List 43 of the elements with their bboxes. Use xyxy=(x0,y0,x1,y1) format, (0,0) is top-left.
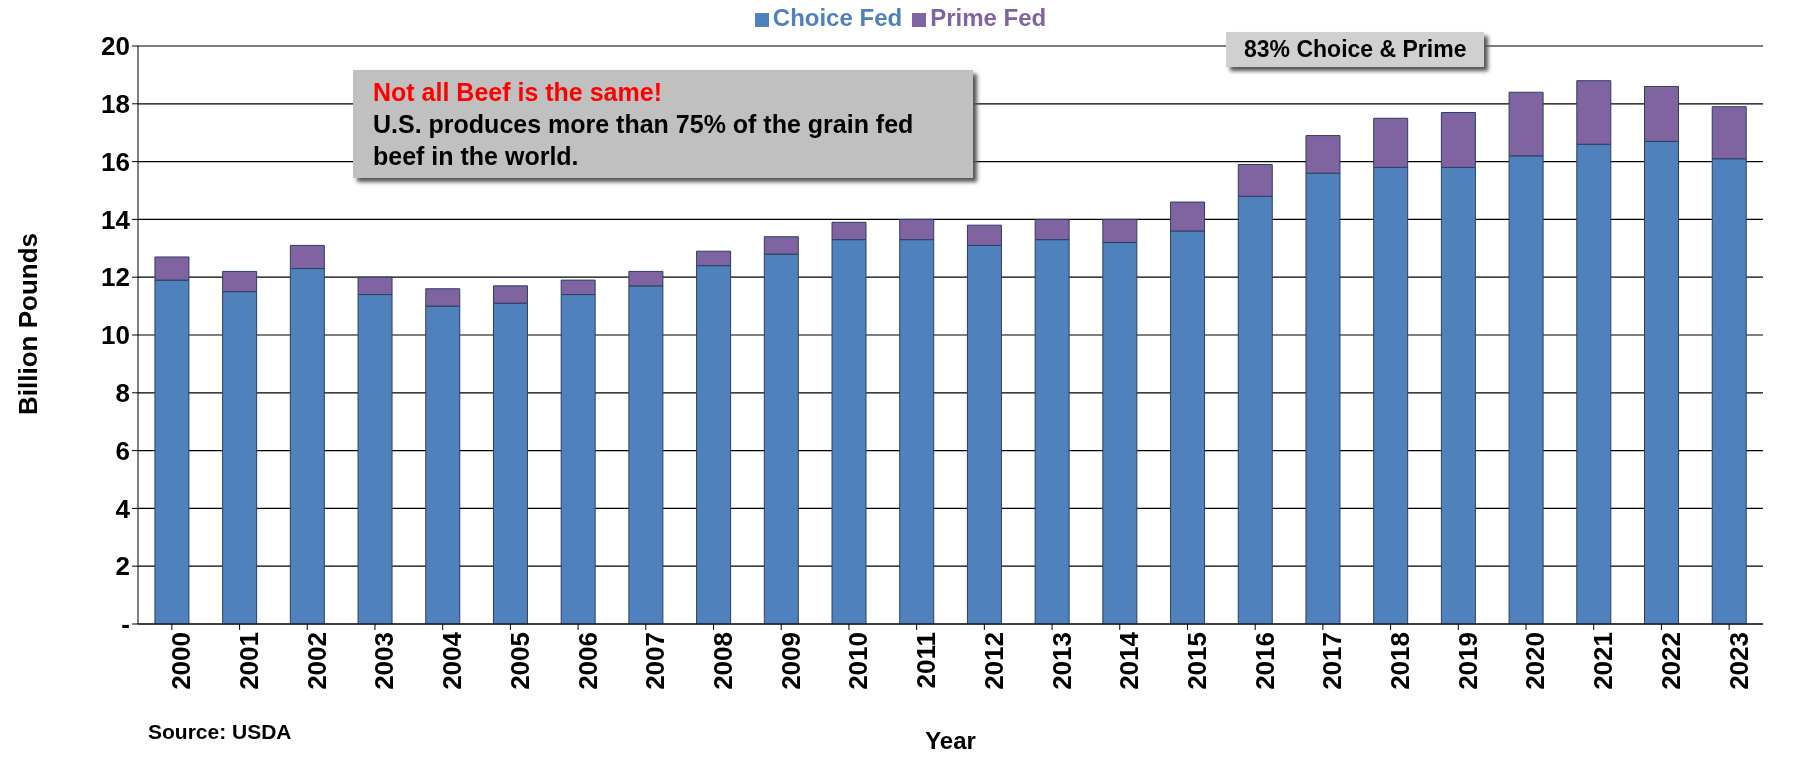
y-tick-label: 14 xyxy=(101,204,131,235)
x-tick-label: 2006 xyxy=(572,632,603,690)
x-tick-label: 2004 xyxy=(437,631,468,690)
y-tick-label: 10 xyxy=(101,320,130,351)
y-tick-label: 8 xyxy=(115,378,130,409)
y-tick-label: - xyxy=(121,609,130,640)
x-tick-label: 2000 xyxy=(166,632,197,690)
y-tick-label: 18 xyxy=(101,89,130,120)
x-tick-label: 2015 xyxy=(1181,632,1212,690)
x-tick-label: 2007 xyxy=(640,632,671,690)
annotation: U.S. produces more than 75% of the grain fed beef in the world. xyxy=(373,109,915,172)
x-tick-label: 2002 xyxy=(301,632,332,690)
x-tick-label: 2010 xyxy=(843,632,874,690)
x-tick-label: 2013 xyxy=(1046,632,1077,690)
x-tick-label: 2023 xyxy=(1723,632,1754,690)
legend-label: Choice Fed xyxy=(772,4,903,31)
annotation: 83% Choice & Prime xyxy=(1226,32,1485,67)
annotation: Not all Beef is the same! xyxy=(373,77,663,108)
x-tick-label: 2011 xyxy=(911,632,942,689)
x-tick-label: 2001 xyxy=(234,632,265,690)
y-tick-label: 16 xyxy=(101,146,130,177)
y-tick-label: 12 xyxy=(101,262,130,293)
x-tick-label: 2020 xyxy=(1520,632,1551,690)
y-axis-title: Billion Pounds xyxy=(13,233,44,415)
y-tick-label: 20 xyxy=(101,31,130,62)
x-tick-label: 2022 xyxy=(1655,632,1686,690)
x-tick-label: 2005 xyxy=(504,632,535,690)
x-tick-label: 2012 xyxy=(978,632,1009,690)
x-tick-label: 2019 xyxy=(1452,632,1483,690)
x-tick-label: 2017 xyxy=(1317,632,1348,690)
x-tick-label: 2008 xyxy=(707,632,738,690)
x-tick-label: 2014 xyxy=(1114,631,1145,690)
x-tick-label: 2021 xyxy=(1588,632,1619,690)
x-tick-label: 2003 xyxy=(369,632,400,690)
legend-label: Prime Fed xyxy=(930,4,1047,31)
y-tick-label: 2 xyxy=(115,551,130,582)
x-axis-title: Year xyxy=(925,727,976,754)
source-note: Source: USDA xyxy=(148,720,292,744)
y-tick-label: 6 xyxy=(115,435,130,466)
x-tick-label: 2016 xyxy=(1249,632,1280,690)
x-tick-label: 2018 xyxy=(1385,632,1416,690)
y-tick-label: 4 xyxy=(115,493,131,524)
x-tick-label: 2009 xyxy=(775,632,806,690)
